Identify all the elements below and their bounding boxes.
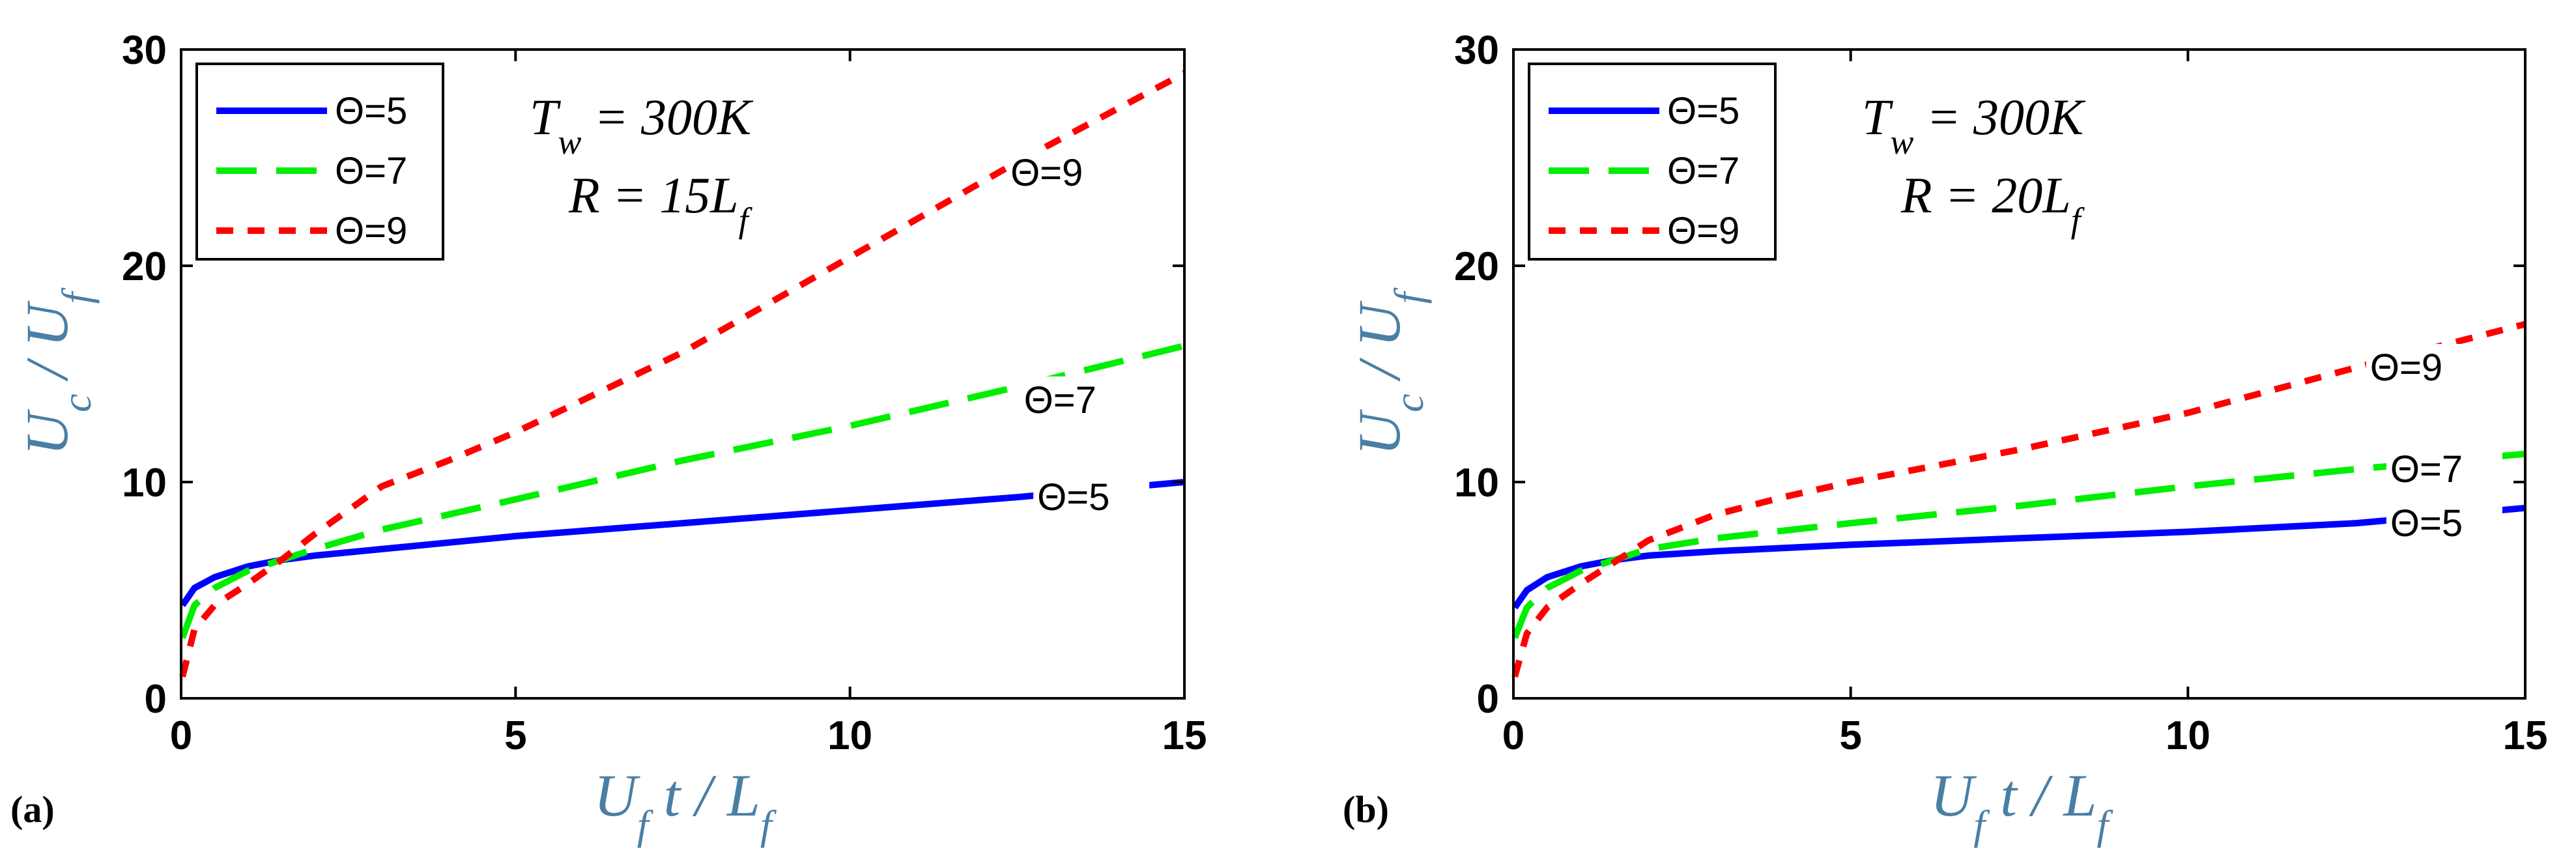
x-tick-label: 15 xyxy=(2503,713,2548,758)
x-axis-label: Uf t / Lf xyxy=(594,762,777,848)
inline-label-theta-9: Θ=9 xyxy=(2370,347,2442,389)
panel-b: Θ=5 Θ=7 Θ=9 0 5 10 15 0 10 20 30 Uf t / Lf Uc / Uf (b… xyxy=(1343,28,2547,848)
legend-box xyxy=(1528,63,1777,261)
x-tick-label: 0 xyxy=(170,713,192,758)
x-tick-label: 5 xyxy=(504,713,526,758)
y-tick-label: 20 xyxy=(1454,244,1499,289)
legend-entry-theta-9: Θ=9 xyxy=(335,210,407,252)
series-line-theta-7 xyxy=(179,342,1186,639)
inline-label-bg xyxy=(2386,446,2502,492)
inline-label-bg xyxy=(1033,474,1150,520)
inline-label-bg xyxy=(2386,500,2502,546)
y-tick-label: 30 xyxy=(122,28,167,73)
inline-label-bg xyxy=(2366,344,2482,390)
x-tick-label: 10 xyxy=(827,713,872,758)
annotation-temperature: Tw = 300K xyxy=(1862,89,2086,162)
x-tick-label: 0 xyxy=(1502,713,1524,758)
legend-entry-theta-9: Θ=9 xyxy=(1667,210,1739,252)
inline-label-bg xyxy=(1007,149,1123,195)
y-tick-label: 30 xyxy=(1454,28,1499,73)
inline-label-bg xyxy=(1020,376,1136,422)
legend-entry-theta-7: Θ=7 xyxy=(335,150,407,192)
inline-label-theta-5: Θ=5 xyxy=(2390,502,2463,545)
inline-label-theta-9: Θ=9 xyxy=(1010,152,1083,194)
legend-entry-theta-5: Θ=5 xyxy=(335,90,407,132)
plot-frame xyxy=(1512,48,2526,700)
y-axis-label: Uc / Uf xyxy=(1346,287,1432,455)
plot-frame xyxy=(180,48,1186,700)
x-tick-label: 15 xyxy=(1162,713,1207,758)
y-axis-label: Uc / Uf xyxy=(14,287,100,455)
inline-label-theta-7: Θ=7 xyxy=(2390,448,2463,491)
panel-a: Θ=5 Θ=7 Θ=9 0 5 10 15 0 10 20 30 Uf t / Lf Uc / Uf (a… xyxy=(10,28,1207,848)
series-line-theta-7 xyxy=(1511,450,2526,639)
inline-label-theta-7: Θ=7 xyxy=(1024,379,1096,421)
series-line-theta-5 xyxy=(1512,504,2526,610)
panel-label: (b) xyxy=(1343,788,1389,831)
x-tick-label: 10 xyxy=(2166,713,2211,758)
annotation-radius: R = 20Lf xyxy=(1900,167,2085,240)
series-line-theta-9 xyxy=(1511,320,2526,678)
y-tick-label: 10 xyxy=(122,461,167,505)
annotation-radius: R = 15Lf xyxy=(568,167,753,240)
series-line-theta-9 xyxy=(179,70,1186,678)
x-tick-label: 5 xyxy=(1839,713,1861,758)
annotation-temperature: Tw = 300K xyxy=(530,89,754,162)
y-tick-label: 0 xyxy=(1477,677,1499,722)
y-tick-label: 0 xyxy=(145,677,167,722)
panel-label: (a) xyxy=(10,788,55,831)
inline-label-theta-5: Θ=5 xyxy=(1037,476,1109,519)
y-tick-label: 20 xyxy=(122,244,167,289)
y-tick-label: 10 xyxy=(1454,461,1499,505)
legend-entry-theta-7: Θ=7 xyxy=(1667,150,1739,192)
legend-box xyxy=(195,63,444,261)
series-line-theta-5 xyxy=(179,479,1185,608)
x-axis-label: Uf t / Lf xyxy=(1930,762,2114,848)
legend-entry-theta-5: Θ=5 xyxy=(1667,90,1739,132)
